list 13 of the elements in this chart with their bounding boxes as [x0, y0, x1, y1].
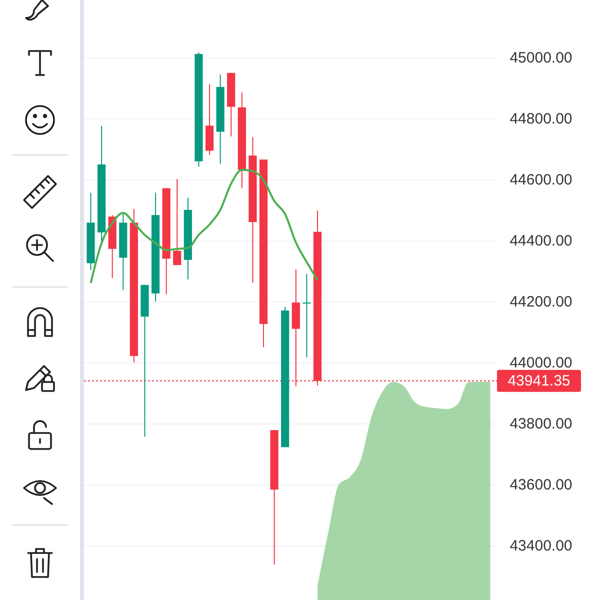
ref-line-label: 43941.35 — [508, 372, 570, 390]
candlestick — [302, 273, 311, 358]
line-series — [90, 168, 318, 284]
y-tick-label: 43400.00 — [510, 538, 572, 555]
y-tick-label: 45000.00 — [510, 49, 572, 66]
y-tick-label: 44200.00 — [510, 293, 572, 310]
y-tick-label: 43600.00 — [510, 476, 572, 494]
candlestick — [173, 178, 182, 266]
y-tick-label: 44600.00 — [510, 171, 572, 188]
y-tick-label: 43800.00 — [510, 415, 572, 432]
y-tick-label: 44000.00 — [510, 354, 572, 372]
y-tick-label: 44800.00 — [510, 110, 572, 128]
y-tick-label: 44400.00 — [510, 232, 572, 250]
